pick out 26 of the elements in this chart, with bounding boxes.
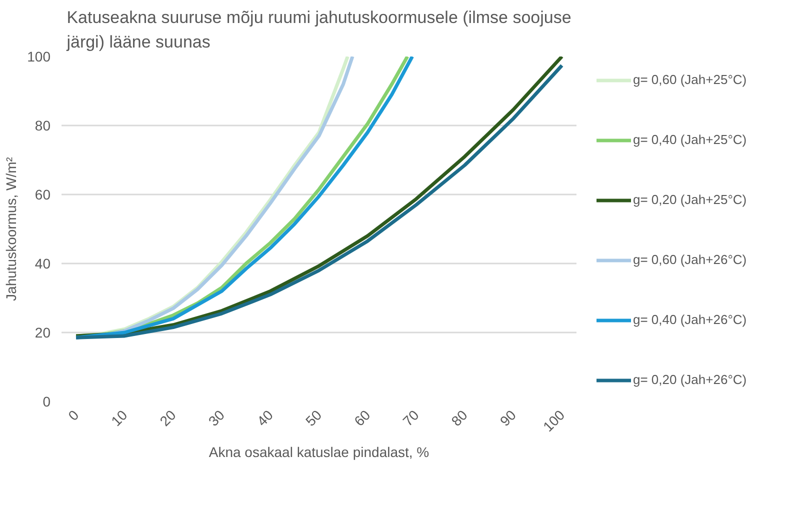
x-tick-label: 70 xyxy=(400,406,422,430)
y-tick-label: 80 xyxy=(34,118,51,134)
x-axis-title: Akna osakaal katuslae pindalast, % xyxy=(208,444,430,460)
legend-label: g= 0,20 (Jah+25°C) xyxy=(633,192,747,208)
chart-title: Katuseakna suuruse mõju ruumi jahutuskoormusele (ilmse soojuse järgi) lääne suunas xyxy=(66,8,572,52)
legend-label: g= 0,20 (Jah+26°C) xyxy=(633,372,747,388)
x-tick-label: 10 xyxy=(108,406,130,430)
x-tick-label: 60 xyxy=(350,406,374,430)
x-tick-label: 20 xyxy=(156,406,180,430)
y-tick-label: 0 xyxy=(42,394,51,410)
legend-label: g= 0,60 (Jah+25°C) xyxy=(633,72,747,88)
x-tick-label: 90 xyxy=(496,406,520,430)
legend-label: g= 0,40 (Jah+25°C) xyxy=(633,132,747,148)
y-tick-label: 20 xyxy=(34,324,51,340)
y-tick-label: 60 xyxy=(34,186,51,202)
y-tick-label: 40 xyxy=(34,256,51,272)
legend-label: g= 0,60 (Jah+26°C) xyxy=(633,252,747,268)
legend-label: g= 0,40 (Jah+26°C) xyxy=(633,312,747,328)
x-tick-label: 80 xyxy=(448,406,471,430)
y-axis-title: Jahutuskoormus, W/m² xyxy=(3,156,20,301)
y-tick-label: 100 xyxy=(27,48,51,64)
x-tick-label: 30 xyxy=(205,406,228,430)
x-tick-label: 100 xyxy=(540,406,568,435)
x-tick-label: 0 xyxy=(64,406,82,424)
x-tick-label: 50 xyxy=(302,406,325,430)
x-tick-label: 40 xyxy=(254,406,276,430)
